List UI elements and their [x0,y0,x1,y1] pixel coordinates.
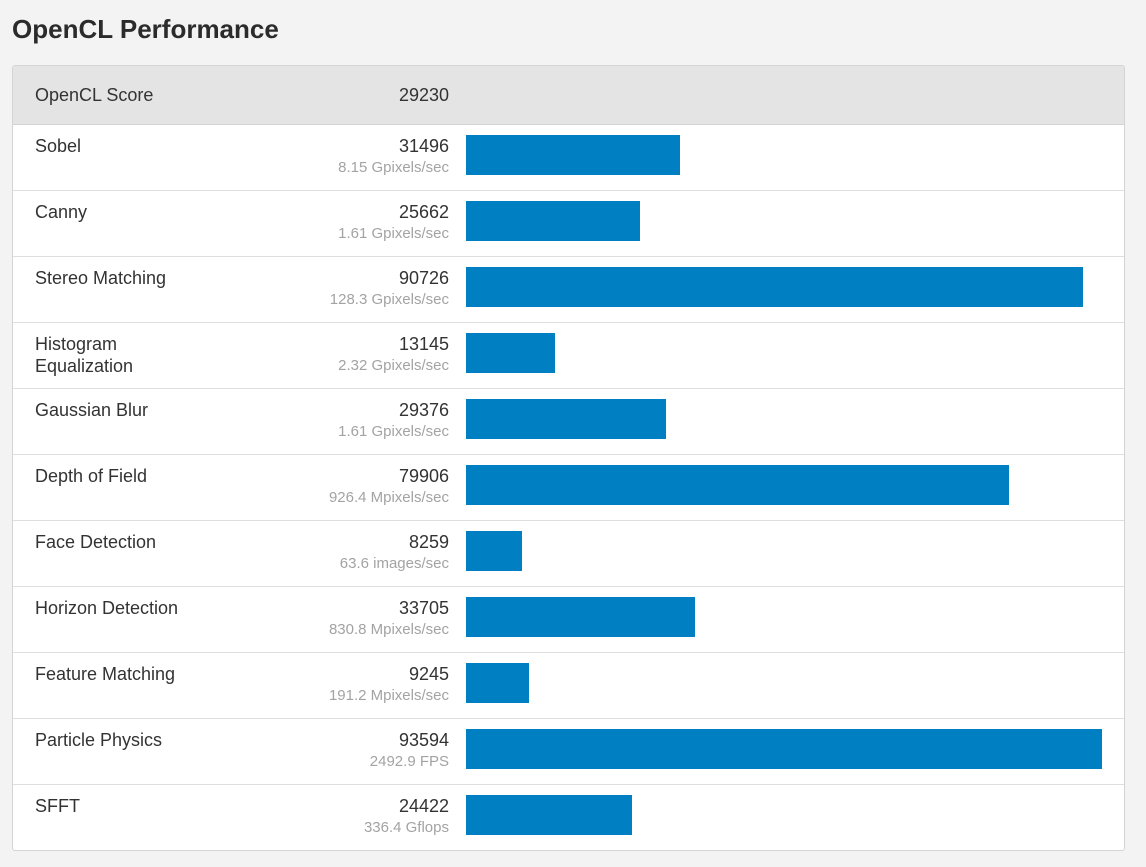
benchmark-name: Feature Matching [35,664,176,684]
table-row: Sobel 31496 8.15 Gpixels/sec [13,125,1124,191]
benchmark-rate: 191.2 Mpixels/sec [328,687,449,704]
benchmark-rate: 1.61 Gpixels/sec [338,423,449,440]
table-row: Histogram Equalization 13145 2.32 Gpixels/… [13,323,1124,389]
bar-canny [466,201,640,241]
bar-gaussian-blur [466,399,666,439]
overall-score-value: 29230 [398,85,449,105]
benchmark-table: OpenCL Score 29230 Sobel 31496 8.15 Gpixel… [12,65,1125,851]
benchmark-name: SFFT [35,796,80,816]
overall-score-label: OpenCL Score [35,85,154,105]
benchmark-rate: 8.15 Gpixels/sec [338,159,449,176]
benchmark-score: 8259 [408,532,449,552]
benchmark-score: 79906 [398,466,449,486]
benchmark-rate: 63.6 images/sec [339,555,449,572]
table-row: Particle Physics 93594 2492.9 FPS [13,719,1124,785]
benchmark-name: Canny [35,202,88,222]
benchmark-score: 25662 [398,202,449,222]
bar-depth-of-field [466,465,1009,505]
table-row: Canny 25662 1.61 Gpixels/sec [13,191,1124,257]
benchmark-rows: Sobel 31496 8.15 Gpixels/sec Canny 25662 1.61… [13,125,1124,850]
table-row: Stereo Matching 90726 128.3 Gpixels/sec [13,257,1124,323]
benchmark-rate: 336.4 Gflops [363,819,449,836]
table-row: Feature Matching 9245 191.2 Mpixels/sec [13,653,1124,719]
table-row: SFFT 24422 336.4 Gflops [13,785,1124,850]
bar-face-detection [466,531,522,571]
page-title: OpenCL Performance [12,14,279,44]
benchmark-score: 29376 [398,400,449,420]
benchmark-score: 31496 [398,136,449,156]
benchmark-score: 33705 [398,598,449,618]
benchmark-score: 90726 [398,268,449,288]
bar-histogram-equalization [466,333,555,373]
benchmark-rate: 2.32 Gpixels/sec [338,357,449,374]
benchmark-name: Face Detection [35,532,157,552]
bar-sfft [466,795,632,835]
bar-feature-matching [466,663,529,703]
bar-stereo-matching [466,267,1083,307]
benchmark-name: Histogram Equalization [35,334,134,376]
benchmark-rate: 1.61 Gpixels/sec [338,225,449,242]
benchmark-name: Horizon Detection [35,598,179,618]
table-row: Face Detection 8259 63.6 images/sec [13,521,1124,587]
benchmark-rate: 926.4 Mpixels/sec [328,489,449,506]
benchmark-name: Particle Physics [35,730,163,750]
table-row: Depth of Field 79906 926.4 Mpixels/sec [13,455,1124,521]
benchmark-name: Sobel [35,136,82,156]
benchmark-score: 9245 [408,664,449,684]
table-row: Horizon Detection 33705 830.8 Mpixels/sec [13,587,1124,653]
benchmark-rate: 128.3 Gpixels/sec [329,291,449,308]
benchmark-name: Depth of Field [35,466,148,486]
table-row: Gaussian Blur 29376 1.61 Gpixels/sec [13,389,1124,455]
benchmark-score: 93594 [398,730,449,750]
benchmark-name: Stereo Matching [35,268,167,288]
benchmark-rate: 2492.9 FPS [369,753,449,770]
bar-sobel [466,135,680,175]
benchmark-rate: 830.8 Mpixels/sec [328,621,449,638]
overall-score-row: OpenCL Score 29230 [13,66,1124,125]
benchmark-name: Gaussian Blur [35,400,149,420]
bar-horizon-detection [466,597,695,637]
bar-particle-physics [466,729,1102,769]
benchmark-score: 13145 [398,334,449,354]
benchmark-score: 24422 [398,796,449,816]
